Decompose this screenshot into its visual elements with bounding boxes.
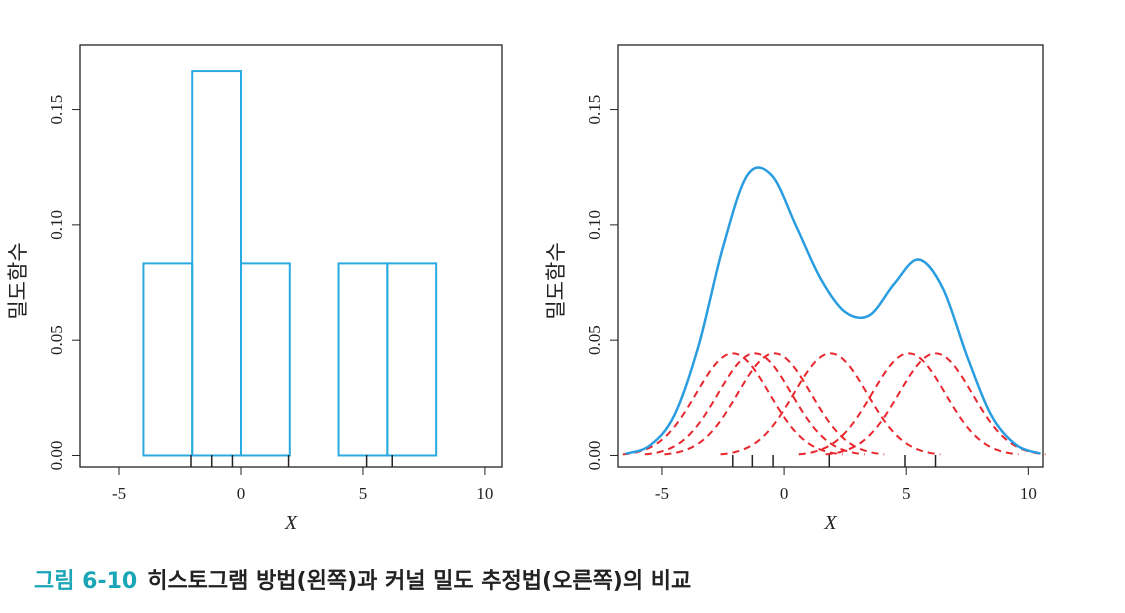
kernel-curve xyxy=(644,352,865,456)
y-tick-label: 0.00 xyxy=(585,441,604,471)
y-axis-label: 밀도함수 xyxy=(6,242,30,319)
x-axis-label: X xyxy=(823,512,837,534)
kernel-curve xyxy=(720,352,941,456)
plot-frame xyxy=(79,44,503,468)
histogram-bar xyxy=(191,70,242,457)
kernel-curve xyxy=(825,352,1046,456)
y-tick-label: 0.10 xyxy=(585,210,604,240)
plot-frame xyxy=(617,44,1044,468)
x-tick-label: 0 xyxy=(780,484,789,503)
y-axis-label: 밀도함수 xyxy=(544,242,568,319)
x-tick-label: 5 xyxy=(902,484,911,503)
x-tick-label: -5 xyxy=(655,484,669,503)
x-tick-label: 10 xyxy=(476,484,493,503)
y-tick-label: 0.15 xyxy=(585,95,604,125)
x-tick-label: 5 xyxy=(359,484,368,503)
y-tick-label: 0.05 xyxy=(47,325,66,355)
caption: 그림 6-10 히스토그램 방법(왼쪽)과 커널 밀도 추정법(오른쪽)의 비교 xyxy=(34,569,691,594)
y-tick-label: 0.15 xyxy=(47,95,66,125)
kernel-curve xyxy=(798,352,1019,456)
kernel-curve xyxy=(664,352,885,456)
histogram-bar xyxy=(386,262,438,457)
histogram-bar xyxy=(239,262,291,457)
histogram-bar xyxy=(337,262,389,457)
x-tick-label: 0 xyxy=(237,484,246,503)
x-tick-label: -5 xyxy=(112,484,126,503)
histogram-bar xyxy=(142,262,194,457)
density-line xyxy=(624,166,1041,456)
y-tick-label: 0.05 xyxy=(585,325,604,355)
x-tick-label: 10 xyxy=(1020,484,1037,503)
y-tick-label: 0.10 xyxy=(47,210,66,240)
y-tick-label: 0.00 xyxy=(47,441,66,471)
x-axis-label: X xyxy=(284,512,298,534)
kernel-curve xyxy=(622,352,843,456)
caption-text: 히스토그램 방법(왼쪽)과 커널 밀도 추정법(오른쪽)의 비교 xyxy=(147,569,691,594)
caption-label: 그림 6-10 xyxy=(34,569,137,594)
